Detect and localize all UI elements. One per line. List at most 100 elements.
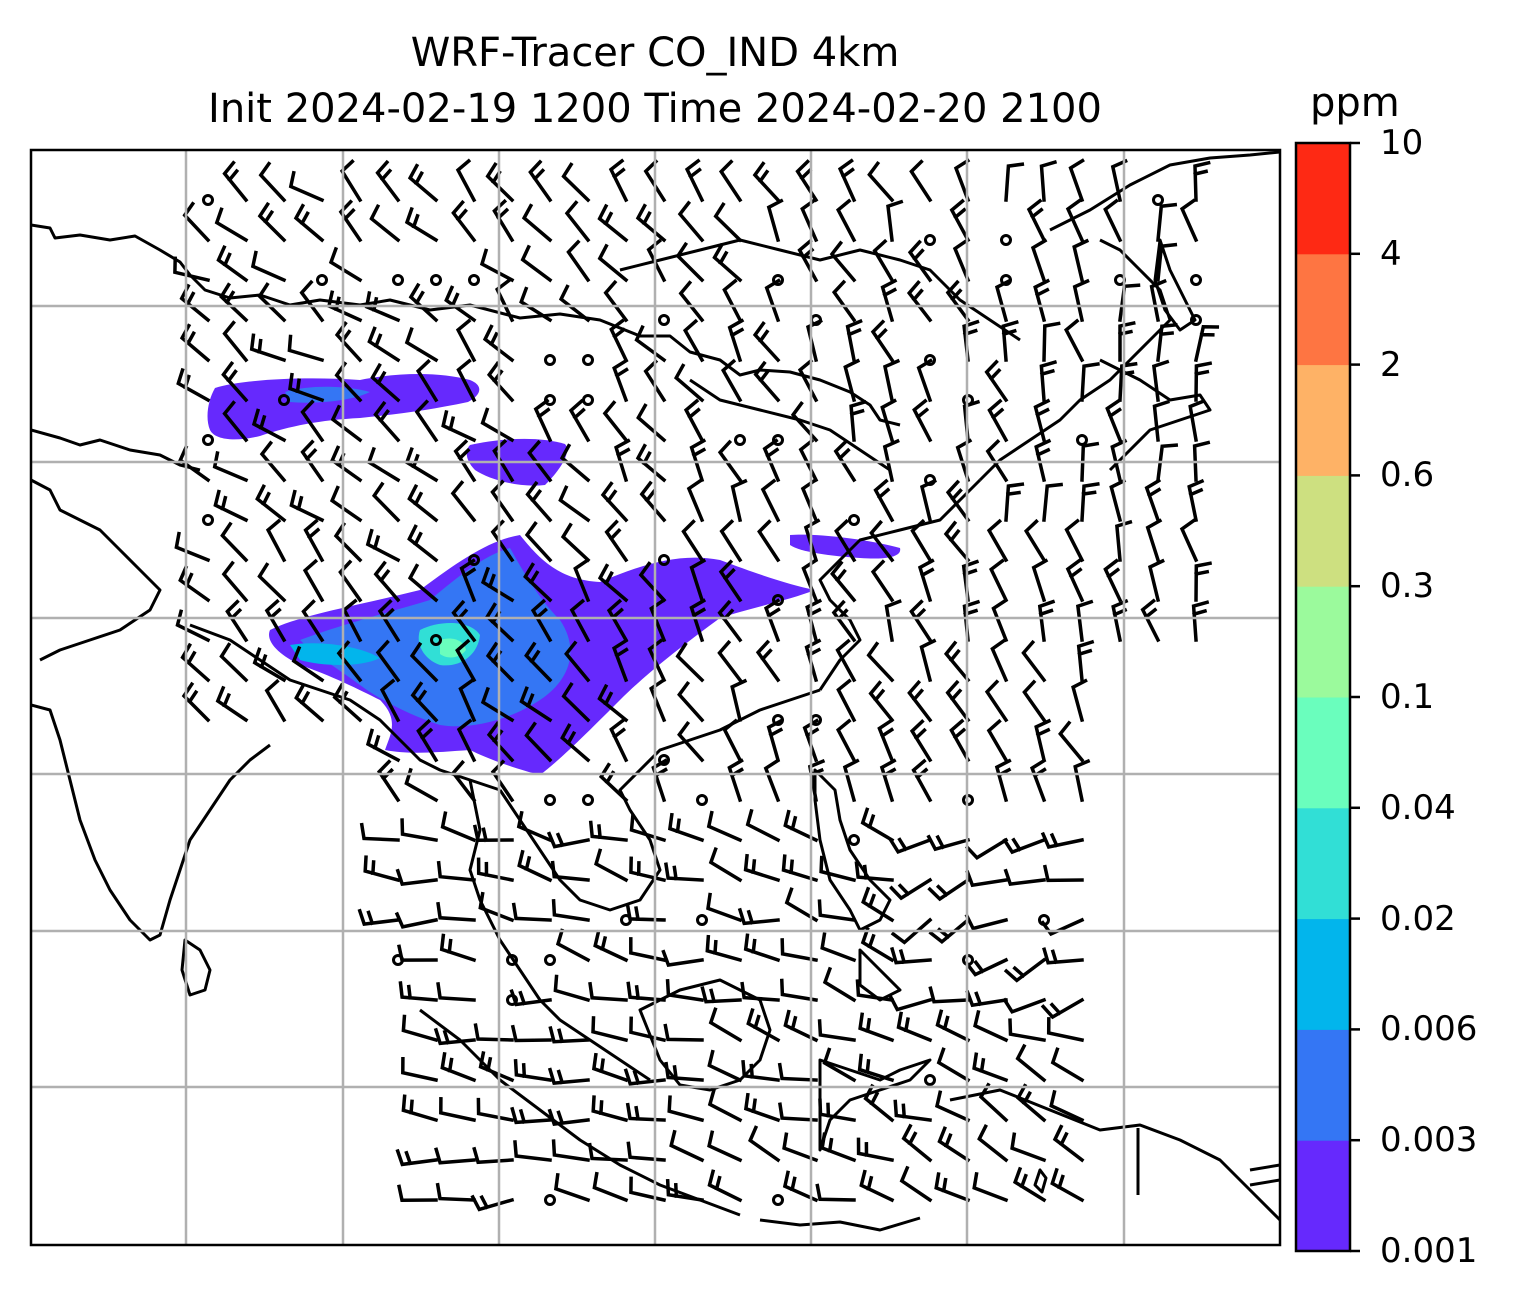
wind-barb [815, 1183, 856, 1202]
wind-barb [213, 489, 249, 523]
wind-barb [291, 645, 325, 683]
wind-barb [707, 1049, 743, 1083]
wind-barb [748, 1125, 781, 1163]
wind-barb [985, 439, 1009, 483]
wind-barb [369, 203, 401, 243]
wind-barb [1037, 599, 1056, 642]
wind-barb [935, 1009, 971, 1043]
wind-barb [961, 559, 980, 602]
wind-barb [965, 869, 1008, 888]
wind-barb [366, 446, 401, 483]
wind-barb [1003, 868, 1046, 887]
colorbar-ticks [1350, 141, 1360, 1253]
wind-barb [1156, 242, 1178, 282]
wind-barb [867, 160, 895, 203]
wind-barb [1145, 518, 1163, 563]
wind-barb [476, 1097, 515, 1123]
calm-wind-circle [696, 914, 708, 926]
wind-barb [873, 478, 895, 523]
wind-barb [708, 846, 743, 883]
wind-barb [866, 641, 895, 683]
calm-wind-circle [1038, 914, 1050, 926]
wind-barb [713, 201, 743, 243]
map-title-line-1: WRF-Tracer CO_IND 4km [410, 30, 900, 76]
wind-barb [1115, 519, 1133, 562]
wind-barb [730, 478, 748, 523]
wind-barb [664, 862, 704, 882]
wind-barb [614, 438, 631, 483]
wind-barb [1042, 864, 1084, 883]
wind-barb [301, 599, 325, 643]
wind-barb [804, 638, 822, 683]
wind-barb [359, 822, 400, 842]
wind-barb [1187, 478, 1205, 523]
wind-barb [255, 484, 287, 523]
wind-barb [492, 438, 515, 483]
wind-barb [919, 478, 938, 523]
wind-barb [879, 758, 897, 803]
wind-barb [401, 1014, 439, 1043]
wind-barb [1039, 160, 1058, 202]
wind-barb [1117, 321, 1136, 362]
wind-barb [602, 400, 629, 443]
calm-wind-circle [544, 394, 556, 406]
calm-wind-circle [506, 954, 518, 966]
wind-barb [984, 679, 1009, 723]
wind-barb [859, 1169, 895, 1203]
calm-wind-circle [924, 234, 936, 246]
wind-barb [835, 718, 857, 763]
wind-barb [639, 480, 667, 523]
wind-barb [718, 559, 743, 603]
wind-barb [569, 598, 591, 643]
wind-barb [907, 239, 933, 283]
wind-barb [626, 1141, 666, 1162]
wind-barb [766, 198, 784, 243]
wind-barb [629, 1016, 667, 1043]
wind-barb [909, 719, 933, 763]
wind-barb [525, 480, 553, 523]
wind-barb [436, 901, 476, 922]
wind-barb [817, 1019, 856, 1042]
calm-wind-circle [1000, 234, 1012, 246]
colorbar-segment [1296, 1140, 1350, 1252]
wind-barb [1151, 359, 1170, 402]
wind-barb [880, 278, 898, 323]
wind-barb [560, 723, 591, 763]
wind-barb [401, 1094, 439, 1123]
wind-barb [906, 280, 933, 323]
wind-barb [943, 640, 971, 683]
colorbar-tick-label: 2 [1380, 344, 1402, 385]
wind-barb [287, 334, 325, 363]
wind-barb [548, 1025, 590, 1044]
wind-barb [708, 1007, 743, 1043]
wind-barb [893, 1099, 932, 1122]
wind-barb [373, 400, 401, 443]
wind-barb [869, 519, 895, 563]
wind-barb [553, 974, 591, 1003]
wind-barb [593, 929, 629, 963]
wind-barb [706, 892, 743, 923]
wind-barb [1029, 758, 1047, 803]
wind-barb [800, 198, 819, 243]
wind-barb [780, 938, 819, 963]
wind-barb [623, 1068, 666, 1086]
wind-barb [682, 318, 705, 363]
wind-barb [926, 834, 971, 852]
wind-barb [1191, 600, 1210, 642]
wind-barb [896, 1011, 933, 1043]
wind-barb [1040, 917, 1085, 937]
calm-wind-circle [924, 1074, 936, 1086]
wind-barb [264, 678, 287, 723]
wind-barb [604, 519, 629, 563]
colorbar-segment [1296, 586, 1350, 698]
calm-wind-circle [924, 474, 936, 486]
wind-barb [444, 285, 477, 323]
wind-barb [972, 1171, 1009, 1203]
wind-barb [1004, 162, 1025, 202]
wind-barb [819, 855, 857, 883]
wind-barb [1030, 238, 1048, 283]
wind-barb [225, 599, 249, 643]
wind-barb [833, 439, 857, 483]
wind-barb [250, 250, 287, 283]
wind-barb [173, 256, 211, 283]
